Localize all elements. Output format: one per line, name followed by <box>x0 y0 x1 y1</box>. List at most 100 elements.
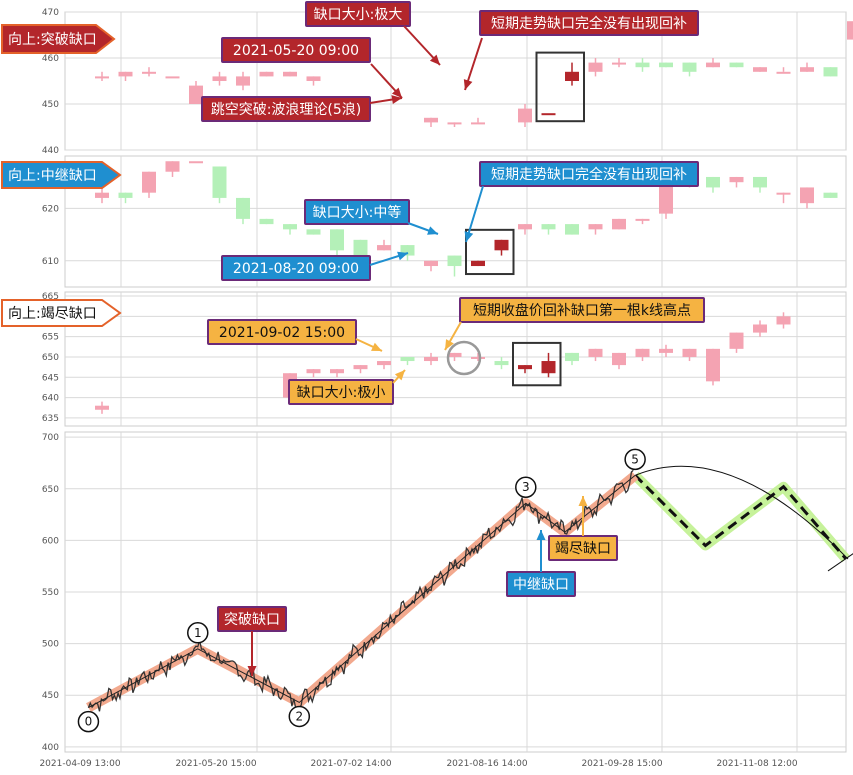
panel-3-tag: 向上:竭尽缺口 <box>8 306 97 322</box>
panel-1-note-label-box <box>479 10 699 36</box>
panel-3-ytick-3: 650 <box>42 353 59 363</box>
panel-2-candle-0 <box>95 192 109 198</box>
panel-3-time-label: 2021-09-02 15:00 <box>219 325 345 341</box>
wave-label-2: 2 <box>295 709 303 723</box>
panel-3-ytick-2: 645 <box>42 373 59 383</box>
main-xtick-3: 2021-08-16 14:00 <box>446 759 527 769</box>
panel-1-candle-11 <box>447 122 462 125</box>
panel-1-ytick-3: 470 <box>42 8 59 18</box>
panel-3-candle-7 <box>424 356 438 362</box>
panel-1-type-label-box <box>201 96 371 122</box>
panel-2-candle-2 <box>142 171 156 193</box>
panel-2-frame <box>64 155 847 288</box>
panel-3-size-arrow-head <box>394 370 405 381</box>
panel-2-candle-7 <box>259 218 274 225</box>
panel-3-candle-15 <box>612 352 626 366</box>
panel-2-candle-12 <box>377 245 391 251</box>
panel-1-candle-10 <box>424 117 438 123</box>
panel-1-tag-arrow <box>1 24 116 54</box>
panel-3-ytick-6: 665 <box>42 292 59 302</box>
main-ytick-6: 700 <box>42 433 59 443</box>
panel-2-note-label-box <box>479 161 699 187</box>
main-ytick-1: 450 <box>42 691 59 701</box>
main-continuation-label: 中继缺口 <box>513 577 569 593</box>
panel-3-candle-20 <box>729 332 744 349</box>
panel-1-candle-23 <box>753 67 767 72</box>
wave-label-1: 1 <box>194 626 202 640</box>
panel-1-candle-25 <box>800 67 814 72</box>
panel-3-time-arrow-head <box>371 342 382 351</box>
panel-3-ytick-1: 640 <box>42 394 59 404</box>
panel-1-type-label: 跳空突破:波浪理论(5浪) <box>211 102 362 118</box>
main-xtick-4: 2021-09-28 15:00 <box>581 759 662 769</box>
panel-2-candle-29 <box>776 192 791 195</box>
panel-2-candle-14 <box>424 260 438 267</box>
panel-3-gap-box <box>512 341 562 387</box>
main-ytick-5: 650 <box>42 485 59 495</box>
forecast-end-tick <box>827 553 853 572</box>
main-breakout-label: 突破缺口 <box>224 612 280 628</box>
panel-3-candle-11 <box>518 365 532 370</box>
panel-1-candle-4 <box>189 85 203 104</box>
panel-2-candle-28 <box>753 176 767 188</box>
main-xtick-2: 2021-07-02 14:00 <box>310 759 391 769</box>
panel-2-note-arrow-head <box>464 231 474 242</box>
main-ytick-3: 550 <box>42 588 59 598</box>
panel-3-candle-12 <box>541 361 556 374</box>
panel-1-tag: 向上:突破缺口 <box>8 32 97 48</box>
main-breakout-arrow-head <box>247 666 257 676</box>
panel-3-candle-19 <box>706 348 720 382</box>
wave-point-3 <box>515 476 537 498</box>
panel-2-candle-4 <box>189 161 203 164</box>
main-exhaustion-arrow-head <box>578 496 588 506</box>
panel-2-tag-arrow <box>1 161 122 189</box>
panel-1-note-label: 短期走势缺口完全没有出现回补 <box>491 15 687 32</box>
panel-2-candle-31 <box>823 192 838 198</box>
main-exhaustion-label: 竭尽缺口 <box>555 541 611 557</box>
panel-2-size-label-box <box>304 199 410 225</box>
wave-label-3: 3 <box>522 480 530 494</box>
panel-3-note-arrow-head <box>445 339 454 350</box>
panel-3-tag-arrow <box>1 299 122 327</box>
panel-1-candle-15 <box>565 71 579 81</box>
panel-3-size-label-box <box>288 379 394 405</box>
panel-3-candle-18 <box>682 348 697 357</box>
panel-1-ytick-2: 460 <box>42 54 59 64</box>
panel-1-candle-1 <box>118 71 133 77</box>
panel-1-candle-9 <box>306 76 321 81</box>
panel-3-candle-10 <box>494 361 509 366</box>
wave-point-0 <box>77 710 100 733</box>
panel-1-size-arrow-head <box>429 54 440 65</box>
panel-3-candle-16 <box>635 348 650 357</box>
panel-3-frame <box>64 291 847 427</box>
panel-3-note-label: 短期收盘价回补缺口第一根k线高点 <box>473 302 691 319</box>
wave-label-5: 5 <box>631 452 639 466</box>
panel-2-candle-26 <box>706 176 720 188</box>
main-xtick-5: 2021-11-08 12:00 <box>716 759 797 769</box>
panel-2-candle-3 <box>165 161 180 172</box>
panel-1-candle-18 <box>635 62 650 68</box>
panel-2-candle-8 <box>283 224 297 230</box>
panel-3-candle-21 <box>753 324 767 333</box>
panel-2-candle-18 <box>518 224 532 230</box>
panel-1-frame <box>64 11 847 151</box>
panel-2-candle-23 <box>635 218 650 221</box>
wave-label-0: 0 <box>85 715 93 729</box>
panel-2-candle-10 <box>330 229 344 251</box>
panel-2-candle-24 <box>659 182 673 214</box>
panel-1-candle-22 <box>729 62 744 68</box>
main-ytick-0: 400 <box>42 743 59 753</box>
panel-3-candle-13 <box>565 352 579 362</box>
panel-2-candle-9 <box>306 229 321 235</box>
panel-1-ytick-1: 450 <box>42 100 59 110</box>
panel-1-candle-19 <box>659 62 673 68</box>
panel-1-candle-2 <box>142 71 156 74</box>
panel-2-tag: 向上:中继缺口 <box>8 168 97 184</box>
panel-2-size-label: 缺口大小:中等 <box>313 204 402 221</box>
panel-2-candle-19 <box>541 224 556 230</box>
panel-3-ytick-4: 655 <box>42 333 59 343</box>
panel-1-type-arrow-head <box>391 95 402 104</box>
panel-2-ytick-1: 620 <box>42 204 59 214</box>
panel-1-candle-8 <box>283 71 297 77</box>
panel-1-candle-6 <box>236 76 250 86</box>
